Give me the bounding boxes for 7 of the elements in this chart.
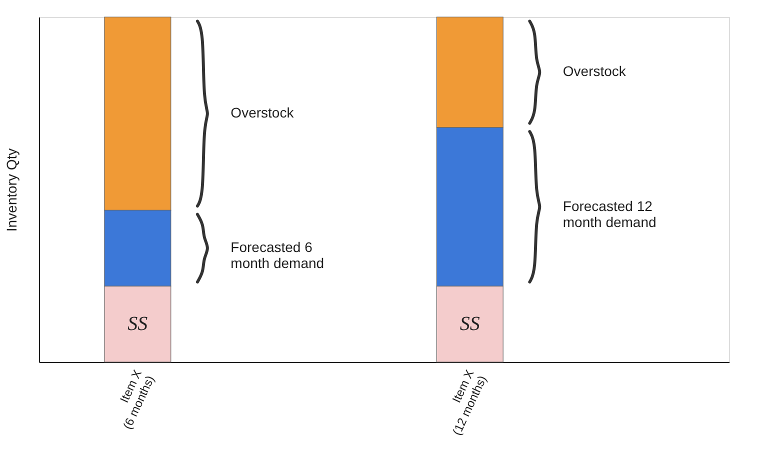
annotation: Forecasted 12 month demand (562, 198, 656, 230)
annotation: Overstock (562, 63, 627, 80)
y-axis-title: Inventory Qty (4, 148, 20, 232)
annotation: Forecasted 6 month demand (230, 239, 324, 272)
text: SS (460, 313, 480, 336)
series-label: SS (128, 313, 148, 336)
annotation: Overstock (230, 104, 295, 121)
